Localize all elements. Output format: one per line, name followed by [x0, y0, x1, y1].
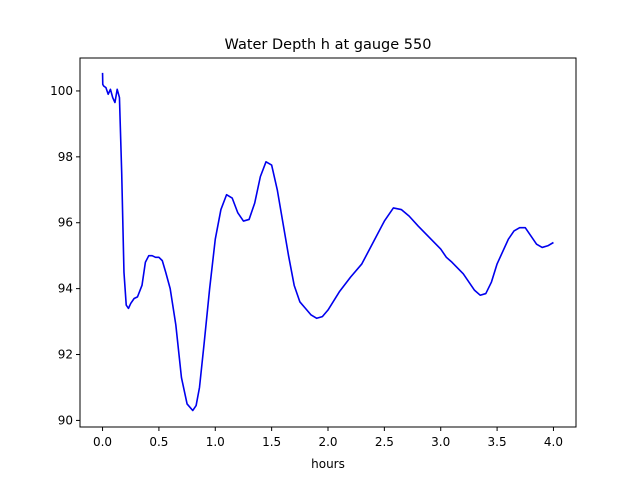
x-tick-label: 3.0: [431, 435, 450, 449]
x-tick-label: 2.0: [318, 435, 337, 449]
y-tick-label: 98: [58, 150, 73, 164]
x-tick-label: 0.5: [149, 435, 168, 449]
y-tick-label: 96: [58, 216, 73, 230]
chart-title: Water Depth h at gauge 550: [225, 37, 432, 53]
x-tick-label: 1.5: [262, 435, 281, 449]
plot-frame: [79, 57, 577, 428]
series-line-0: [101, 72, 554, 412]
y-tick-label: 92: [58, 348, 73, 362]
x-tick-label: 4.0: [544, 435, 563, 449]
y-tick-label: 90: [58, 413, 73, 427]
x-tick-label: 0.0: [93, 435, 112, 449]
x-tick-label: 3.5: [488, 435, 507, 449]
x-axis-ticks: 0.0 0.5 1.0 1.5 2.0 2.5 3.0 3.5 4.0: [93, 427, 563, 449]
x-tick-label: 2.5: [375, 435, 394, 449]
y-tick-label: 100: [50, 84, 73, 98]
y-tick-label: 94: [58, 282, 73, 296]
x-tick-label: 1.0: [206, 435, 225, 449]
y-axis-ticks: 90 92 94 96 98 100: [50, 84, 80, 427]
plot-area: [101, 72, 554, 412]
x-axis-label: hours: [311, 457, 345, 471]
